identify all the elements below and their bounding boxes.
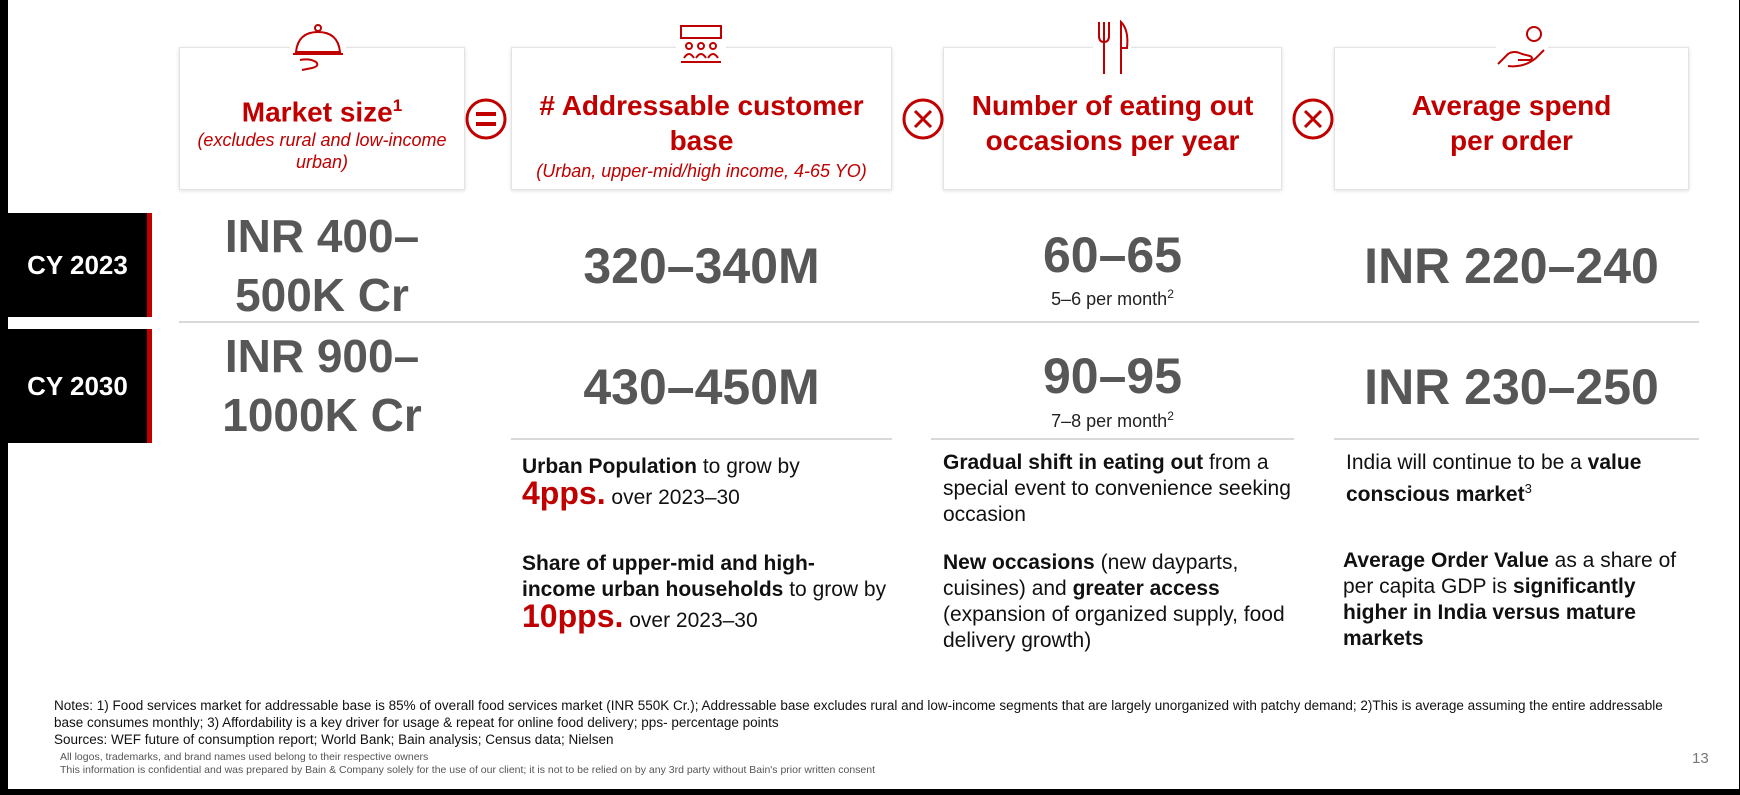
- year-label-2030: CY 2030: [8, 329, 147, 443]
- market-size-2023: INR 400– 500K Cr: [224, 210, 420, 321]
- driver-upper-income-households: Share of upper-mid and high-income urban…: [522, 552, 887, 634]
- footnotes: Notes: 1) Food services market for addre…: [54, 698, 1663, 730]
- market-size-subtitle: (excludes rural and low-income urban): [197, 130, 447, 173]
- header-customer-base: # Addressable customer base (Urban, uppe…: [511, 47, 892, 190]
- sources: Sources: WEF future of consumption repor…: [54, 732, 614, 747]
- multiply-icon: [1292, 98, 1334, 140]
- customer-base-subtitle: (Urban, upper-mid/high income, 4-65 YO): [536, 161, 867, 181]
- confidential-notice: This information is confidential and was…: [60, 764, 876, 776]
- year-label-2023: CY 2023: [8, 213, 147, 317]
- cloche-icon: [290, 22, 346, 76]
- occasions-monthly-2030: 7–8 per month2: [1051, 409, 1174, 431]
- slide: Market size1 (excludes rural and low-inc…: [8, 0, 1739, 789]
- occasions-monthly-2023: 5–6 per month2: [1051, 287, 1174, 309]
- customer-base-title: # Addressable customer base: [539, 90, 864, 156]
- page-number: 13: [1692, 750, 1709, 767]
- multiply-icon: [902, 98, 944, 140]
- average-spend-title: Average spend per order: [1411, 90, 1612, 156]
- spend-2023: INR 220–240: [1364, 238, 1659, 294]
- equals-icon: [465, 98, 507, 140]
- year-accent-bar: [147, 213, 152, 317]
- column-divider: [511, 438, 892, 440]
- market-size-2030: INR 900– 1000K Cr: [222, 330, 422, 441]
- fork-knife-icon: [1093, 18, 1131, 76]
- driver-average-order-value: Average Order Value as a share of per ca…: [1343, 549, 1677, 650]
- driver-urban-population: Urban Population to grow by 4pps. over 2…: [522, 455, 800, 511]
- driver-eating-out-shift: Gradual shift in eating out from a speci…: [943, 451, 1291, 526]
- occasions-2030: 90–95: [1042, 348, 1183, 404]
- customer-base-2023: 320–340M: [583, 238, 820, 294]
- eating-occasions-title: Number of eating out occasions per year: [971, 90, 1254, 156]
- market-size-title: Market size1: [241, 96, 403, 128]
- spend-2030: INR 230–250: [1364, 359, 1659, 415]
- hand-coin-icon: [1496, 24, 1548, 70]
- driver-new-occasions: New occasions (new dayparts, cuisines) a…: [943, 551, 1285, 652]
- occasions-2023: 60–65: [1042, 227, 1183, 283]
- people-icon: [676, 22, 726, 72]
- driver-value-conscious: India will continue to be a value consci…: [1346, 451, 1642, 506]
- logo-disclaimer: All logos, trademarks, and brand names u…: [60, 751, 429, 763]
- header-average-spend: Average spend per order: [1334, 47, 1689, 190]
- year-accent-bar: [147, 329, 152, 443]
- row-divider: [179, 321, 1699, 323]
- customer-base-2030: 430–450M: [583, 359, 820, 415]
- column-divider: [1334, 438, 1699, 440]
- column-divider: [931, 438, 1294, 440]
